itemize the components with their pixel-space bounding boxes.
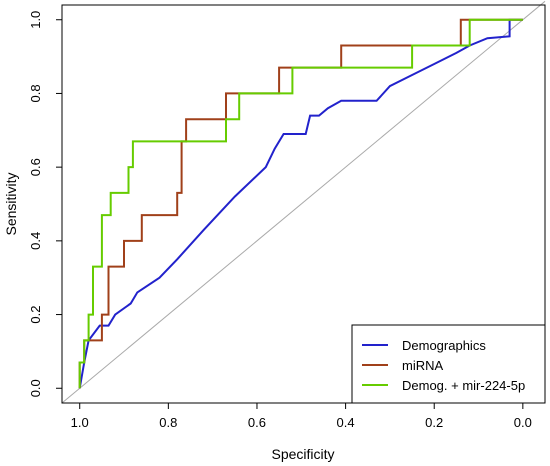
x-axis-label: Specificity: [271, 446, 334, 462]
series-line-demog-mir: [78, 18, 523, 389]
legend-label-demographics: Demographics: [402, 338, 486, 353]
plot-frame: [61, 4, 546, 404]
y-tick-label: 0.2: [28, 306, 43, 324]
y-axis-label: Sensitivity: [3, 172, 19, 235]
legend: Demographics miRNA Demog. + mir-224-5p: [351, 324, 546, 404]
x-tick-label: 0.6: [248, 415, 266, 430]
series-line-demographics: [78, 18, 523, 389]
x-tick-label: 0.4: [337, 415, 355, 430]
x-tick-label: 0.8: [159, 415, 177, 430]
x-tick-label: 1.0: [71, 415, 89, 430]
y-tick-label: 0.4: [28, 232, 43, 250]
x-tick-label: 0.2: [425, 415, 443, 430]
y-tick-label: 0.8: [28, 84, 43, 102]
chance-reference-line: [61, 0, 546, 404]
x-tick-label: 0.0: [514, 415, 532, 430]
legend-label-mirna: miRNA: [402, 358, 443, 373]
y-tick-label: 0.6: [28, 158, 43, 176]
legend-label-demog-mir: Demog. + mir-224-5p: [402, 378, 525, 393]
y-tick-label: 0.0: [28, 379, 43, 397]
y-tick-label: 1.0: [28, 11, 43, 29]
